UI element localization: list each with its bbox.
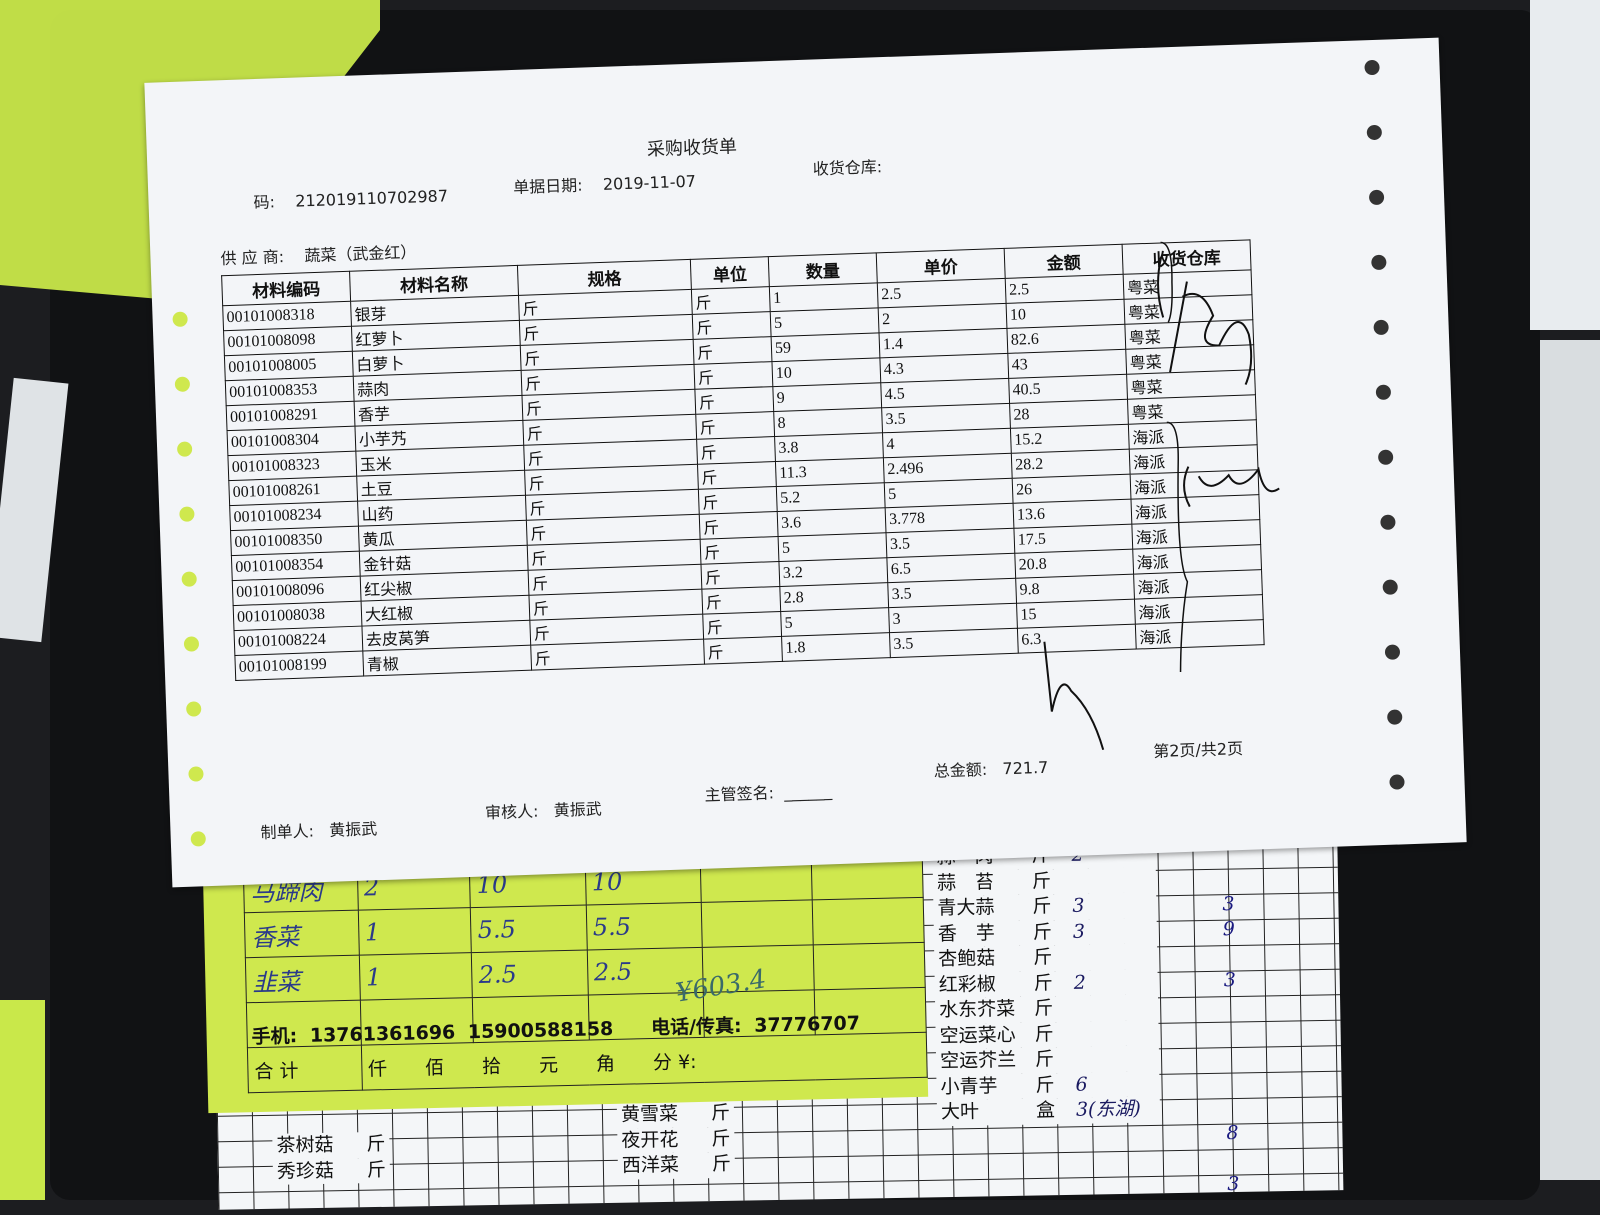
order-mark: 9: [1222, 918, 1236, 941]
order-qty: 3(东湖): [1075, 1097, 1142, 1121]
order-name: 大叶: [940, 1100, 980, 1124]
order-qty: 3: [1072, 920, 1086, 943]
order-item: 夜开花 斤: [617, 1126, 735, 1154]
order-unit: 斤: [1033, 946, 1053, 969]
order-item: 小青芋 斤 6: [936, 1070, 1160, 1101]
receipt-cell: 1: [357, 907, 472, 956]
order-qty: 3: [1072, 894, 1085, 917]
order-unit: 斤: [711, 1152, 732, 1176]
order-item: 杏鲍菇 斤: [934, 943, 1158, 973]
order-name: 黄雪菜: [620, 1102, 679, 1126]
order-unit: 斤: [366, 1132, 386, 1156]
paper-edge: [1530, 0, 1600, 330]
order-item: 青大蒜 斤 3: [933, 892, 1157, 922]
order-qty: [1072, 885, 1152, 886]
order-name: 夜开花: [621, 1128, 679, 1152]
order-unit: 斤: [1033, 997, 1054, 1020]
order-item: 水东芥菜斤: [934, 994, 1159, 1024]
order-unit: 斤: [1033, 971, 1053, 995]
order-left-list: 茶树菇斤秀珍菇斤: [272, 1131, 391, 1185]
signature-mark: [1157, 257, 1253, 386]
order-name: 西洋菜: [621, 1153, 680, 1177]
order-item: 茶树菇 斤: [272, 1131, 390, 1160]
order-name: 香 芋: [937, 921, 996, 945]
order-unit: 斤: [1032, 920, 1053, 944]
order-item: 黄雪菜 斤: [616, 1100, 735, 1129]
receipt-cell: 香菜: [244, 910, 360, 958]
order-unit: 盒: [1035, 1099, 1056, 1122]
order-name: 空运芥兰: [939, 1048, 1017, 1073]
order-name: 青大蒜: [937, 896, 995, 920]
order-mark: 3: [1222, 892, 1235, 915]
receipt-cell: 1: [359, 952, 473, 1001]
order-item: 蒜 苔斤: [932, 866, 1157, 897]
order-item: 空运菜心斤: [935, 1019, 1159, 1050]
order-unit: 斤: [1034, 1022, 1054, 1046]
order-unit: 斤: [366, 1158, 387, 1181]
order-qty: [1074, 1012, 1154, 1013]
order-name: 蒜 苔: [936, 870, 995, 894]
order-item: 西洋菜 斤: [617, 1151, 736, 1180]
order-name: 茶树菇: [276, 1133, 334, 1157]
receipt-cell: 韭菜: [245, 955, 361, 1003]
receipt-cell: 2.5: [471, 950, 588, 998]
order-item: 大叶 盒 3(东湖): [936, 1096, 1161, 1126]
order-unit: 斤: [1035, 1073, 1055, 1097]
order-qty: [1075, 1063, 1155, 1064]
phone: 电话/传真: 37776707: [650, 1012, 861, 1040]
order-name: 空运菜心: [939, 1023, 1016, 1047]
order-item: 红彩椒 斤 2: [934, 968, 1158, 999]
order-unit: 斤: [1034, 1048, 1055, 1071]
receipt-cell: 5.5: [470, 905, 587, 953]
yellow-paper: [0, 1000, 45, 1200]
handwritten-signatures: [1043, 241, 1280, 751]
order-name: 杏鲍菇: [938, 947, 996, 971]
order-item: 空运芥兰斤: [935, 1045, 1160, 1075]
order-mark: 3: [1223, 968, 1237, 992]
receipt-cell: 5.5: [585, 902, 703, 951]
order-qty: 2: [1073, 971, 1087, 994]
order-unit: 斤: [711, 1127, 731, 1150]
order-unit: 斤: [1032, 895, 1052, 918]
order-mark: 3: [1227, 1172, 1240, 1196]
order-item: 秀珍菇 斤: [272, 1157, 391, 1185]
signature-mark: [1183, 466, 1280, 508]
order-name: 红彩椒: [938, 972, 996, 996]
order-name: 小青芋: [940, 1074, 998, 1098]
order-unit: 斤: [710, 1101, 731, 1125]
sum-label: 合 计: [247, 1045, 363, 1093]
paper-edge: [1540, 340, 1600, 1180]
order-mark: 8: [1226, 1121, 1239, 1145]
order-qty: 6: [1075, 1073, 1088, 1096]
order-name: 水东芥菜: [939, 997, 1016, 1022]
order-unit: 斤: [1031, 869, 1052, 893]
order-qty: [1073, 961, 1153, 962]
order-name: 秀珍菇: [276, 1159, 335, 1183]
purchase-receipt: 采购收货单 码: 212019110702987 单据日期: 2019-11-0…: [144, 37, 1467, 888]
order-mid-list: 黄雪菜斤夜开花斤西洋菜斤: [616, 1100, 736, 1180]
signature-mark: [1043, 641, 1105, 751]
order-qty: [1075, 1038, 1155, 1039]
bracket-mark: [1160, 241, 1189, 673]
